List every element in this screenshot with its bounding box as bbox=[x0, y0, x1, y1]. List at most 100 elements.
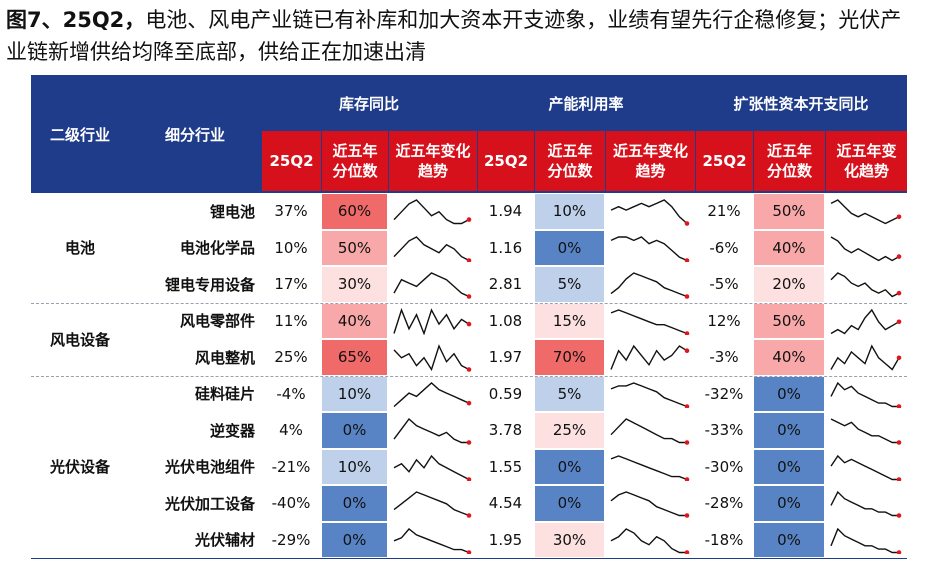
cell-inv-q: 17% bbox=[274, 275, 308, 294]
trend-end-dot bbox=[466, 476, 472, 481]
trend-end-dot bbox=[896, 513, 902, 518]
header-pct-1: 近五年分位数 bbox=[535, 131, 605, 191]
group-divider bbox=[31, 375, 907, 377]
table-bottom-rule bbox=[31, 558, 907, 559]
row-subindustry: 光伏加工设备 bbox=[164, 494, 255, 513]
trend-sparkline-capex bbox=[830, 272, 902, 298]
trend-sparkline-inv bbox=[393, 344, 472, 372]
cell-inv-pct: 0% bbox=[322, 522, 387, 557]
trend-sparkline-capex bbox=[830, 490, 902, 518]
header-trend-0: 近五年变化趋势 bbox=[389, 131, 477, 191]
trend-end-dot bbox=[684, 348, 690, 353]
cell-capex-q: -18% bbox=[704, 530, 744, 549]
cell-cap-pct: 25% bbox=[535, 413, 604, 448]
cell-inv-q: 25% bbox=[274, 348, 308, 367]
trend-line bbox=[393, 454, 470, 480]
trend-end-dot bbox=[684, 549, 690, 554]
cell-cap-q: 1.95 bbox=[488, 530, 523, 549]
trend-end-dot bbox=[466, 367, 472, 372]
trend-line bbox=[830, 308, 900, 334]
cell-cap-q: 1.97 bbox=[488, 348, 523, 367]
trend-line bbox=[610, 272, 688, 298]
trend-line bbox=[830, 344, 900, 371]
trend-line bbox=[610, 454, 688, 480]
trend-sparkline-capex bbox=[830, 308, 902, 334]
row-subindustry: 锂电池 bbox=[209, 202, 255, 221]
trend-line bbox=[610, 235, 688, 261]
trend-sparkline-inv bbox=[393, 454, 472, 481]
trend-sparkline-cap bbox=[610, 454, 690, 481]
cell-cap-q: 1.55 bbox=[488, 457, 523, 476]
trend-end-dot bbox=[684, 403, 690, 408]
trend-line bbox=[393, 272, 470, 298]
trend-sparkline-inv bbox=[393, 417, 472, 445]
trend-sparkline-capex bbox=[830, 527, 902, 554]
cell-capex-pct: 0% bbox=[754, 522, 824, 557]
row-subindustry: 风电零部件 bbox=[179, 312, 255, 331]
cell-inv-pct: 10% bbox=[322, 376, 387, 411]
trend-sparkline-cap bbox=[610, 344, 690, 370]
trend-end-dot bbox=[684, 257, 690, 262]
cell-capex-pct: 20% bbox=[754, 267, 824, 302]
trend-end-dot bbox=[896, 253, 902, 259]
trend-sparkline-cap bbox=[610, 527, 690, 554]
cell-capex-pct: 40% bbox=[754, 340, 824, 375]
cell-capex-q: -3% bbox=[709, 348, 739, 367]
cell-inv-q: -4% bbox=[276, 384, 306, 403]
trend-sparkline-capex bbox=[830, 235, 902, 261]
trend-end-dot bbox=[684, 476, 690, 481]
trend-sparkline-inv bbox=[393, 307, 472, 335]
row-subindustry: 硅料硅片 bbox=[194, 385, 255, 404]
cell-cap-pct: 0% bbox=[535, 486, 604, 521]
trend-sparkline-inv bbox=[393, 199, 472, 225]
header-level2: 二级行业 bbox=[49, 125, 110, 144]
group-label: 电池 bbox=[64, 239, 95, 258]
trend-end-dot bbox=[684, 513, 690, 518]
trend-sparkline-cap bbox=[610, 418, 690, 445]
trend-end-dot bbox=[466, 400, 472, 405]
trend-end-dot bbox=[466, 321, 472, 326]
cell-capex-q: -30% bbox=[704, 457, 744, 476]
trend-sparkline-cap bbox=[610, 199, 690, 226]
trend-end-dot bbox=[896, 403, 902, 408]
trend-sparkline-inv bbox=[393, 527, 472, 554]
trend-line bbox=[393, 527, 470, 553]
trend-line bbox=[610, 418, 687, 444]
cell-cap-pct: 15% bbox=[535, 303, 604, 338]
cell-inv-pct: 0% bbox=[322, 486, 387, 521]
cell-inv-pct: 50% bbox=[322, 230, 387, 265]
trend-line bbox=[393, 381, 470, 407]
cell-inv-pct: 40% bbox=[322, 303, 387, 338]
cell-inv-q: 10% bbox=[274, 238, 308, 257]
figure-title-text: 电池、风电产业链已有补库和加大资本开支迹象，业绩有望先行企稳修复；光伏产业链新增… bbox=[6, 8, 902, 64]
cell-capex-pct: 0% bbox=[754, 376, 824, 411]
trend-sparkline-inv bbox=[393, 491, 472, 518]
cell-capex-pct: 0% bbox=[754, 486, 824, 521]
cell-capex-pct: 50% bbox=[754, 194, 824, 229]
trend-end-dot bbox=[896, 355, 902, 361]
cell-capex-q: 12% bbox=[707, 311, 741, 330]
trend-end-dot bbox=[466, 217, 472, 222]
cell-capex-pct: 40% bbox=[754, 230, 824, 265]
trend-line bbox=[830, 527, 899, 553]
trend-line bbox=[830, 199, 900, 225]
trend-line bbox=[610, 527, 687, 553]
trend-end-dot bbox=[684, 294, 690, 299]
trend-line bbox=[830, 381, 899, 407]
row-subindustry: 逆变器 bbox=[209, 421, 255, 440]
trend-end-dot bbox=[684, 221, 690, 226]
trend-line bbox=[610, 308, 688, 334]
row-subindustry: 电池化学品 bbox=[179, 239, 255, 258]
header-group-1: 产能利用率 bbox=[548, 94, 624, 113]
trend-sparkline-capex bbox=[830, 344, 902, 371]
cell-inv-q: -21% bbox=[271, 457, 311, 476]
trend-end-dot bbox=[896, 214, 902, 220]
cell-inv-q: -40% bbox=[271, 494, 311, 513]
trend-end-dot bbox=[466, 549, 472, 554]
trend-end-dot bbox=[896, 318, 902, 324]
trend-end-dot bbox=[896, 549, 902, 554]
row-subindustry: 锂电专用设备 bbox=[164, 275, 255, 294]
cell-inv-pct: 60% bbox=[322, 194, 387, 229]
trend-sparkline-inv bbox=[393, 235, 472, 262]
cell-capex-pct: 0% bbox=[754, 413, 824, 448]
